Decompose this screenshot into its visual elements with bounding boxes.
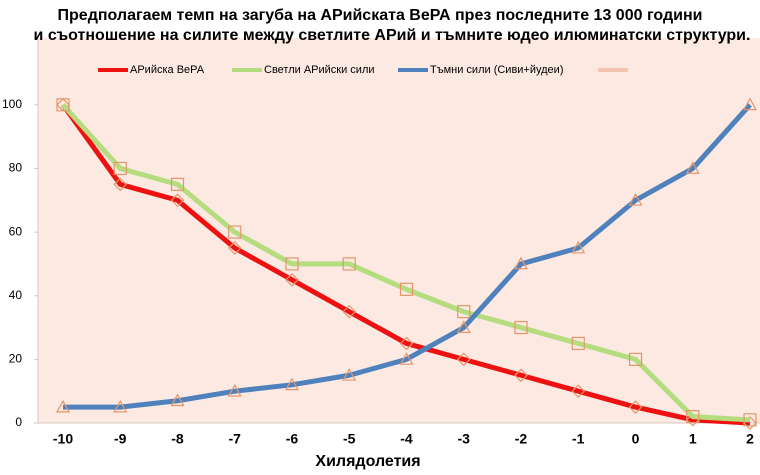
marker	[170, 193, 185, 208]
marker	[514, 320, 528, 335]
x-tick-label: -2	[515, 431, 528, 447]
x-axis-title: Хилядолетия	[315, 453, 420, 470]
marker	[628, 352, 643, 366]
marker	[742, 97, 758, 111]
marker	[685, 161, 700, 174]
marker	[456, 320, 471, 333]
legend-label: Светли АРийски сили	[264, 64, 375, 76]
marker	[113, 161, 127, 176]
marker	[170, 177, 185, 191]
marker	[113, 177, 128, 192]
x-tick-label: 2	[746, 431, 754, 447]
marker	[227, 383, 242, 397]
y-tick-label: 40	[9, 288, 23, 302]
marker	[56, 98, 70, 112]
plot-area	[38, 38, 760, 423]
y-tick-label: 20	[9, 352, 23, 366]
x-tick-label: -6	[286, 431, 299, 447]
series-line	[60, 103, 751, 426]
marker	[628, 400, 643, 414]
marker	[284, 377, 300, 391]
marker	[342, 368, 357, 381]
marker	[399, 282, 414, 296]
x-tick-label: -9	[114, 431, 127, 447]
marker	[513, 256, 529, 270]
marker	[743, 413, 757, 427]
series-line	[61, 103, 751, 423]
legend-label: АРийска ВеРА	[130, 64, 205, 76]
x-tick-label: -3	[458, 431, 471, 447]
x-tick-label: -7	[229, 431, 242, 447]
x-tick-label: -1	[572, 431, 585, 447]
x-tick-label: -5	[343, 431, 356, 447]
marker	[342, 257, 356, 271]
marker	[514, 368, 528, 383]
marker	[457, 305, 471, 319]
y-tick-label: 80	[9, 161, 23, 175]
marker	[628, 193, 643, 206]
marker	[571, 384, 586, 399]
marker	[55, 399, 71, 413]
marker	[456, 352, 471, 367]
marker	[285, 257, 299, 271]
marker	[228, 225, 242, 239]
marker	[342, 304, 357, 319]
x-tick-label: 1	[689, 431, 697, 447]
marker	[227, 241, 242, 255]
marker	[170, 393, 185, 407]
chart-title: и съотношение на силите между светлите А…	[34, 27, 751, 44]
marker	[399, 352, 414, 365]
marker	[113, 399, 128, 413]
y-tick-label: 0	[15, 415, 22, 429]
legend-label: Тъмни сили (Сиви+йудеи)	[430, 64, 563, 76]
marker	[399, 336, 414, 351]
marker	[686, 410, 700, 424]
series-line	[63, 103, 752, 410]
marker	[571, 240, 586, 254]
x-tick-label: -4	[400, 431, 413, 447]
x-tick-label: 0	[632, 431, 640, 447]
x-tick-label: -8	[171, 431, 184, 447]
marker	[571, 336, 585, 351]
y-tick-label: 60	[9, 224, 23, 238]
chart-title: Предполагаем темп на загуба на АРийската…	[58, 7, 703, 24]
y-tick-label: 100	[2, 97, 22, 111]
marker	[285, 272, 299, 287]
x-tick-label: -10	[53, 431, 73, 447]
